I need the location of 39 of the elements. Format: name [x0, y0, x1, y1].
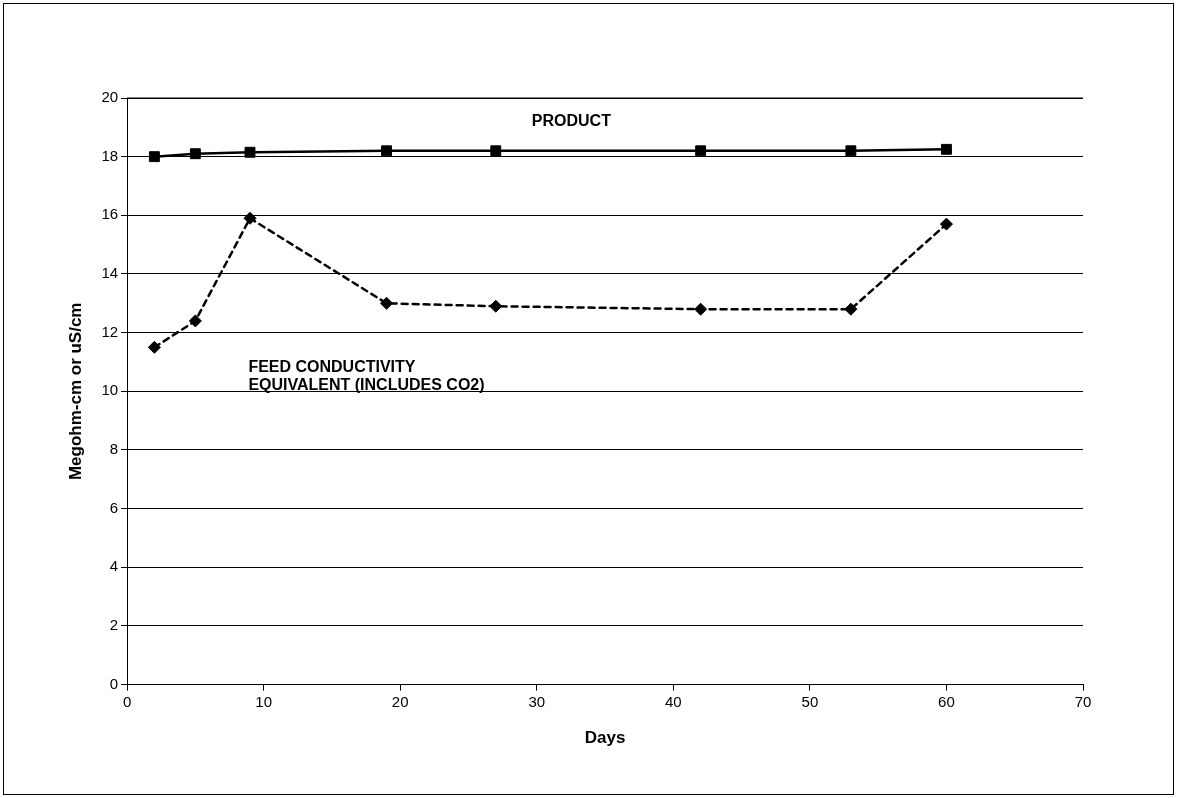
point — [244, 146, 256, 158]
point — [845, 145, 857, 157]
y-tick-label: 18 — [101, 146, 119, 164]
x-tick-label: 20 — [391, 692, 409, 710]
y-tick-label: 6 — [109, 498, 119, 516]
y-tick-label: 14 — [101, 264, 119, 282]
point — [148, 151, 160, 163]
point — [380, 296, 394, 310]
text: FEED CONDUCTIVITY EQUIVALENT (INCLUDES CO2) — [248, 357, 485, 393]
y-tick-label: 4 — [109, 557, 119, 575]
point — [490, 145, 502, 157]
y-tick-label: 2 — [109, 616, 119, 634]
point — [940, 143, 952, 155]
x-tick-label: 0 — [122, 692, 132, 710]
point — [695, 145, 707, 157]
series-label: PRODUCT — [531, 112, 612, 130]
y-tick-label: 16 — [101, 205, 119, 223]
y-tick-label: 0 — [109, 674, 119, 692]
point — [147, 340, 161, 354]
x-tick-label: 70 — [1074, 692, 1092, 710]
point — [243, 211, 257, 225]
x-tick-label: 50 — [801, 692, 819, 710]
x-tick-label: 30 — [528, 692, 546, 710]
point — [188, 314, 202, 328]
y-tick-label: 12 — [101, 322, 119, 340]
point — [939, 217, 953, 231]
x-tick-label: 40 — [664, 692, 682, 710]
point — [694, 302, 708, 316]
x-axis-title: Days — [584, 728, 626, 748]
y-axis-title: Megohm-cm or uS/cm — [65, 302, 85, 481]
x-tick-label: 60 — [938, 692, 955, 710]
y-tick-label: 8 — [109, 440, 119, 458]
x-tick-label: 10 — [255, 692, 272, 710]
point — [844, 302, 858, 316]
y-tick-label: 10 — [101, 381, 119, 399]
y-tick-label: 20 — [101, 88, 119, 106]
point — [189, 148, 201, 160]
point — [381, 145, 392, 157]
point — [489, 299, 503, 313]
